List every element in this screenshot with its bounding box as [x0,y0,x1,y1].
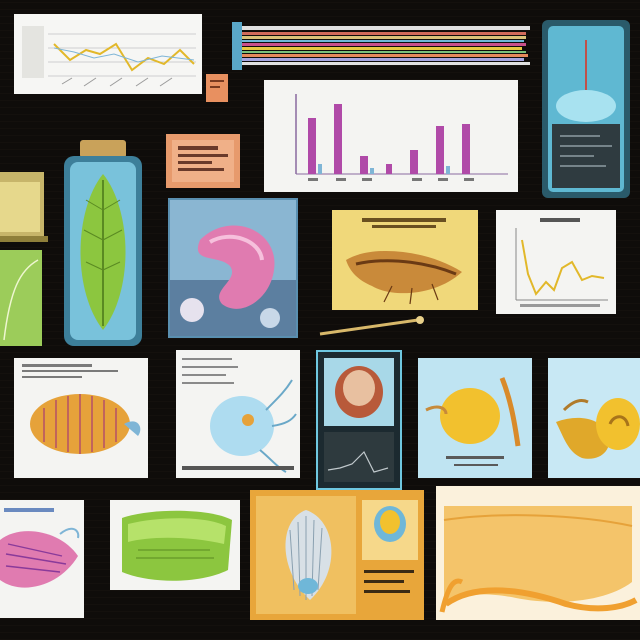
blue-creature-diagram [176,350,300,478]
orange-wave-card [436,486,640,620]
small-orange-note [206,74,228,102]
shell-icon [22,364,141,454]
jar-icon [542,20,630,198]
green-leaf-jar [62,140,144,348]
left-yellow-book [0,172,48,248]
label-icon [172,140,234,182]
line-chart-card [14,14,202,94]
creature-icon [182,358,297,473]
comb-icon [256,496,418,614]
line-chart-icon [515,218,608,307]
wave-icon [436,486,640,620]
cyan-jar-right [542,20,630,198]
orb-icon [324,358,394,482]
note-icon [210,80,224,88]
bar-chart-icon [295,94,508,181]
striped-ribbons [232,22,530,70]
leaf-jar-icon [64,140,142,346]
pink-organ-photo [168,198,298,338]
yellow-shell-card [418,358,532,478]
fish-icon [0,508,80,588]
shell-diagram [14,358,148,478]
line-chart-icon [14,14,202,94]
snail-icon [556,398,640,459]
pink-fish-sketch [0,500,84,618]
orb-panel [316,350,402,490]
salmon-label-card [166,134,240,188]
slab-icon [122,510,232,581]
bar-chart-card [264,80,518,192]
green-slab [110,500,240,590]
shell-icon [425,377,521,466]
ribbon-icon [232,22,530,70]
gold-stick [318,314,426,338]
comb-specimen-card [250,490,424,620]
organ-icon [170,200,296,336]
yellow-specimen-card [332,210,478,310]
specimen-icon [332,210,478,310]
gold-snail-card [548,358,640,478]
left-green-panel [0,250,42,346]
small-line-chart [496,210,616,314]
